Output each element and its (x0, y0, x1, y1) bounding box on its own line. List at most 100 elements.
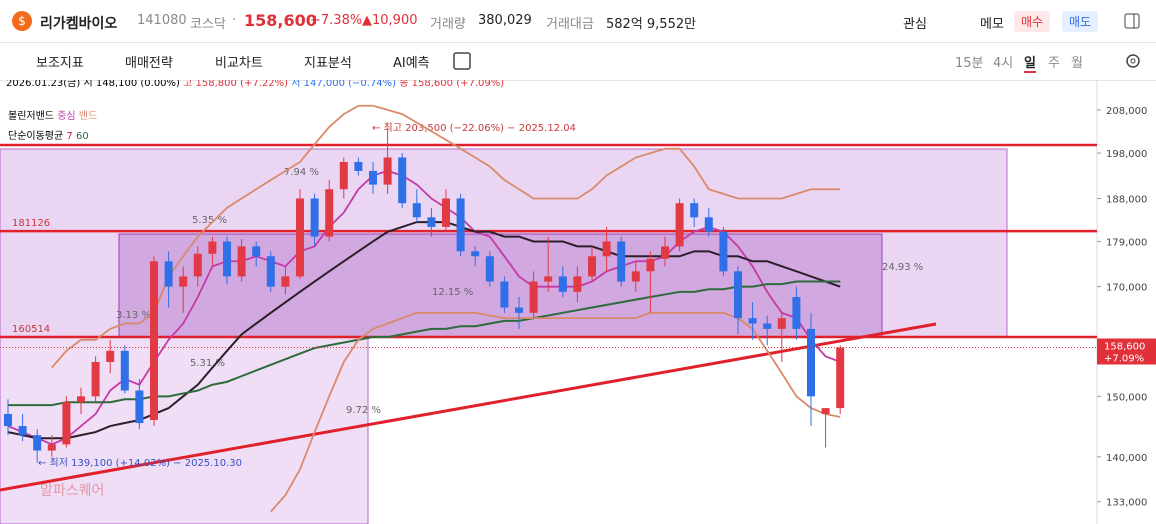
y-tick-label: 198,000 (1106, 149, 1147, 160)
pct-label: 7.94 % (284, 167, 319, 178)
candle-body (646, 258, 655, 272)
candle-body (748, 318, 757, 324)
candle-body (602, 241, 611, 257)
last-price-tag (1097, 338, 1156, 365)
candle-body (179, 276, 188, 287)
candle-body (325, 189, 334, 237)
volume: 380,029 (478, 13, 532, 28)
watch-button[interactable]: 관심 (903, 17, 927, 32)
amount-label: 거래대금 (546, 17, 594, 32)
buy-button[interactable]: 매수 (1014, 11, 1051, 32)
level-label: 181126 (12, 218, 50, 229)
indicator-line (7, 170, 841, 446)
layout-icon[interactable] (1124, 13, 1140, 29)
candle-body (573, 276, 582, 292)
change: ▲10,900 (362, 13, 418, 28)
info-label: 고 (183, 80, 192, 89)
candle-body (690, 203, 699, 218)
candle-body (208, 241, 217, 254)
indicator-line (7, 221, 841, 440)
tool[interactable]: AI예측 (393, 56, 430, 71)
pct-label: 12.15 % (432, 287, 473, 298)
legend-label: 볼린저밴드 (8, 110, 54, 122)
indicator-line (270, 311, 841, 513)
candle-body (281, 276, 290, 287)
logo: $ (12, 11, 32, 31)
sell-button[interactable]: 매도 (1062, 11, 1099, 32)
candle-body (91, 361, 100, 397)
period[interactable]: 주 (1048, 56, 1060, 71)
svg-text:$: $ (18, 14, 26, 28)
chart: 2026.01.23(금) 시 148,100 (0.00%) 고 158,80… (0, 80, 1156, 524)
tool[interactable]: 매매전략 (125, 56, 173, 71)
pct-label: 3.13 % (116, 310, 151, 321)
candle-body (821, 408, 830, 415)
candle-body (515, 307, 523, 313)
indicator-line (51, 104, 841, 369)
info-open: 148,100 (0.00%) (96, 80, 180, 89)
y-tick-label: 179,000 (1106, 237, 1147, 248)
memo-button[interactable]: 메모 (980, 17, 1004, 32)
info-date: 2026.01.23(금) (6, 80, 80, 89)
candle-body (412, 203, 421, 218)
price: 158,600 (244, 11, 317, 30)
candle-body (33, 435, 42, 451)
period-active[interactable]: 일 (1024, 52, 1036, 73)
candle-body (62, 402, 71, 445)
indicator-line (8, 280, 841, 407)
checkbox[interactable] (453, 52, 471, 70)
pct-label: 9.72 % (346, 405, 381, 416)
candle-body (354, 161, 363, 171)
candle-body (223, 241, 231, 277)
candle-body (500, 281, 509, 308)
candle-body (252, 246, 261, 257)
pct-label: 24.93 % (882, 262, 923, 273)
candle-body (471, 251, 480, 257)
tool[interactable]: 비교차트 (215, 56, 263, 71)
candle-body (777, 318, 786, 329)
pct-label: 5.35 % (192, 215, 227, 226)
candle-body (734, 271, 742, 319)
candle-body (807, 328, 815, 397)
period[interactable]: 4시 (993, 56, 1014, 71)
pct-label: 5.31 % (190, 358, 225, 369)
candle-body (661, 246, 669, 259)
candle-body (120, 350, 129, 391)
change-pct: +7.38% (310, 13, 363, 28)
candle-body (106, 350, 115, 362)
y-tick-label: 208,000 (1106, 106, 1147, 117)
legend-label: 60 (76, 131, 89, 142)
candle-body (164, 261, 173, 287)
last-price-pct: +7.09% (1104, 353, 1144, 364)
candle-body (675, 203, 684, 247)
candle-body (266, 256, 275, 287)
annotation-low: ← 최저 139,100 (+14.02%) − 2025.10.30 (38, 457, 242, 469)
info-low: 147,000 (−0.74%) (304, 80, 397, 89)
candle-body (558, 276, 567, 292)
tool[interactable]: 지표분석 (304, 56, 352, 71)
candle-body (47, 444, 56, 451)
watermark: 알파스퀘어 (40, 483, 104, 499)
candle-body (135, 390, 144, 424)
info-label: 종 (399, 80, 408, 89)
y-tick-label: 150,000 (1106, 392, 1147, 403)
candle-body (719, 231, 728, 272)
candle-body (427, 217, 436, 227)
candle-body (631, 271, 640, 282)
candle-body (456, 198, 465, 252)
annotation-high: ← 최고 203,500 (−22.06%) − 2025.12.04 (372, 122, 576, 134)
candle-body (77, 396, 85, 403)
period[interactable]: 15분 (955, 56, 984, 71)
legend-bollinger: 볼린저밴드 중심 밴드 (8, 110, 97, 122)
settings-icon[interactable] (1124, 52, 1142, 70)
dot: · (232, 13, 237, 28)
y-tick-label: 170,000 (1106, 283, 1147, 294)
candle-body (296, 198, 304, 277)
toolbar: 보조지표 매매전략 비교차트 지표분석 AI예측 15분 4시 일 주 월 (0, 42, 1156, 81)
candle-body (398, 157, 407, 204)
candle-body (792, 297, 801, 329)
y-tick-label: 133,000 (1106, 498, 1147, 509)
tool[interactable]: 보조지표 (36, 56, 84, 71)
period[interactable]: 월 (1071, 56, 1083, 71)
